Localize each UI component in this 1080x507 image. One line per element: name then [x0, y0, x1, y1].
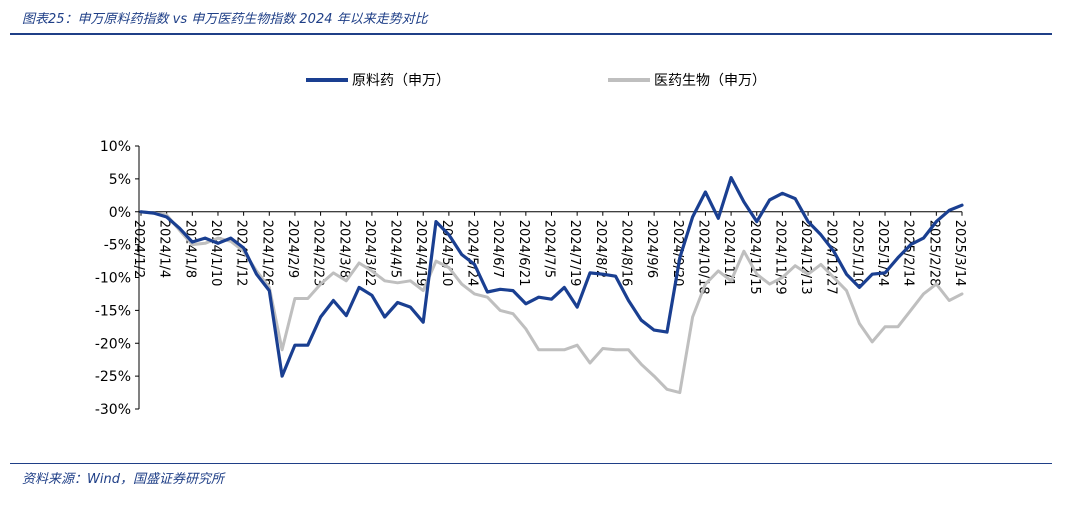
- legend-label-series-2: 医药生物（申万）: [654, 73, 766, 89]
- y-tick-label: -25%: [95, 369, 131, 385]
- x-tick-label: 2024/6/21: [516, 220, 531, 287]
- x-tick-label: 2024/4/5: [388, 220, 403, 278]
- y-tick-label: -10%: [95, 271, 131, 287]
- series-line-2: [139, 210, 964, 395]
- x-tick-label: 2024/1/4: [157, 220, 172, 278]
- series-line-1: [139, 176, 964, 378]
- x-tick-label: 2025/1/24: [875, 220, 890, 287]
- legend-item-series-1: 原料药（申万）: [306, 70, 450, 90]
- legend-swatch-series-1: [306, 78, 348, 82]
- x-tick-label: 2024/9/20: [670, 220, 685, 287]
- x-tick-label: 2024/8/2: [593, 220, 608, 278]
- x-tick-label: 2024/3/8: [336, 220, 351, 278]
- y-tick-label: -15%: [95, 303, 131, 319]
- x-tick-label: 2024/2/23: [311, 220, 326, 287]
- x-tick-label: 2024/11/29: [772, 220, 787, 295]
- x-tick-label: 2024/1/8: [182, 220, 197, 278]
- y-tick-label: -5%: [104, 238, 131, 254]
- legend-swatch-series-2: [608, 78, 650, 82]
- source-note: 资料来源：Wind，国盛证券研究所: [22, 472, 224, 487]
- source-divider: [10, 463, 1052, 464]
- x-tick-label: 2024/12/27: [824, 220, 839, 295]
- x-tick-label: 2024/7/5: [542, 220, 557, 278]
- x-tick-label: 2024/4/19: [413, 220, 428, 287]
- x-tick-label: 2024/10/18: [695, 220, 710, 295]
- x-tick-label: 2024/5/24: [465, 220, 480, 287]
- chart-legend: 原料药（申万） 医药生物（申万）: [0, 70, 1080, 92]
- x-tick-label: 2024/1/12: [234, 220, 249, 287]
- x-tick-label: 2024/2/9: [285, 220, 300, 278]
- x-tick-label: 2024/11/1: [721, 220, 736, 287]
- y-tick-label: 10%: [100, 139, 131, 155]
- x-tick-label: 2025/2/28: [926, 220, 941, 287]
- x-tick-label: 2024/3/22: [362, 220, 377, 287]
- x-tick-label: 2024/11/15: [747, 220, 762, 295]
- x-tick-label: 2024/7/19: [567, 220, 582, 287]
- figure-title: 图表25：申万原料药指数 vs 申万医药生物指数 2024 年以来走势对比: [22, 12, 428, 27]
- x-tick-label: 2024/5/10: [439, 220, 454, 287]
- y-tick-label: -20%: [95, 336, 131, 352]
- x-tick-label: 2024/1/26: [259, 220, 274, 287]
- x-tick-label: 2025/1/10: [849, 220, 864, 287]
- x-tick-label: 2024/6/7: [490, 220, 505, 278]
- legend-label-series-1: 原料药（申万）: [352, 73, 450, 89]
- x-tick-label: 2024/9/6: [644, 220, 659, 278]
- y-tick-label: -30%: [95, 402, 131, 418]
- x-tick-label: 2024/8/16: [618, 220, 633, 287]
- x-tick-label: 2024/1/10: [208, 220, 223, 287]
- x-tick-label: 2024/1/2: [131, 220, 146, 278]
- y-tick-label: 5%: [109, 172, 131, 188]
- x-tick-label: 2025/2/14: [901, 220, 916, 287]
- x-tick-label: 2025/3/14: [952, 220, 967, 287]
- legend-item-series-2: 医药生物（申万）: [608, 70, 766, 90]
- x-tick-label: 2024/12/13: [798, 220, 813, 295]
- y-tick-label: 0%: [109, 205, 131, 221]
- title-divider: [10, 33, 1052, 35]
